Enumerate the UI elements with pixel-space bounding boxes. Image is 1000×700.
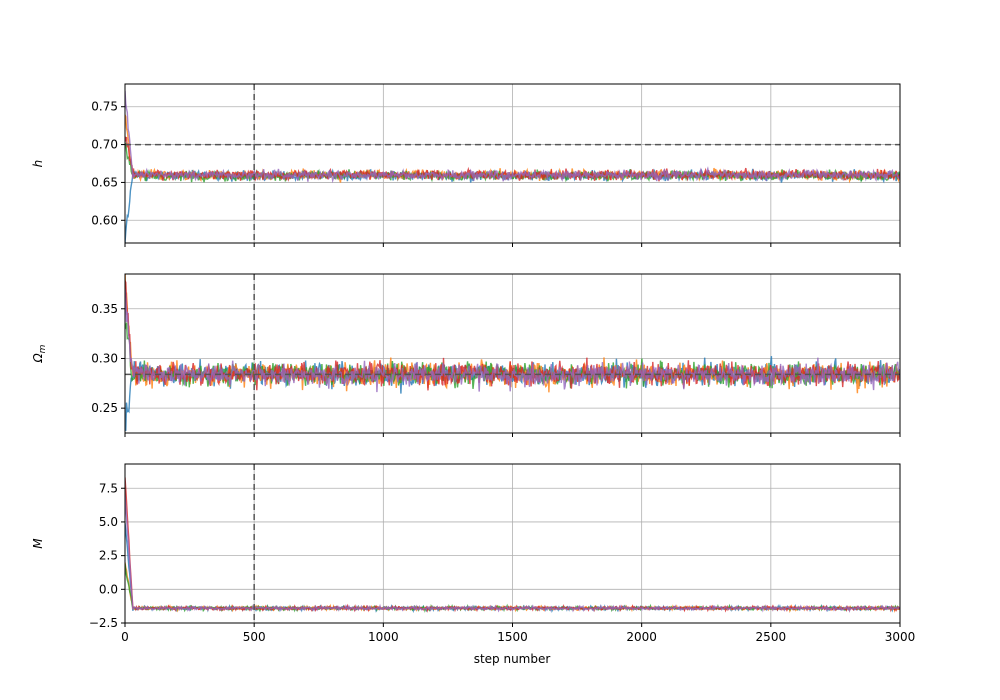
panel-2: −2.5 0.0 2.5 5.0 7.5 0 500 1000 1500 2000 2500 3000… <box>31 463 916 644</box>
x-tick-label: 1500 <box>497 630 528 644</box>
x-tick-label: 3000 <box>885 630 916 644</box>
y-axis-label: M <box>31 538 45 549</box>
x-tick-label: 2000 <box>626 630 657 644</box>
walker-trace-4 <box>125 90 900 184</box>
y-tick-label: −2.5 <box>89 616 118 630</box>
y-tick-label: 0.30 <box>91 351 118 365</box>
y-axis-label: h <box>31 160 45 168</box>
x-axis-label: step number <box>474 652 551 666</box>
panel-1: 0.25 0.30 0.35 Ωm <box>31 273 901 437</box>
y-tick-label: 2.5 <box>99 549 118 563</box>
x-tick-label: 2500 <box>756 630 787 644</box>
x-tick-label: 0 <box>121 630 129 644</box>
panel-0: 0.60 0.65 0.70 0.75 h <box>31 83 901 247</box>
y-tick-label: 0.35 <box>91 302 118 316</box>
y-tick-label: 7.5 <box>99 481 118 495</box>
y-tick-label: 0.25 <box>91 401 118 415</box>
y-axis-label: Ωm <box>31 344 48 363</box>
trace-panels: 0.60 0.65 0.70 0.75 h 0.25 0.30 0.35 Ωm −2.5 0.0 2.… <box>31 83 916 644</box>
y-tick-label: 0.0 <box>99 582 118 596</box>
y-tick-label: 0.70 <box>91 138 118 152</box>
y-tick-label: 0.75 <box>91 100 118 114</box>
y-tick-label: 0.65 <box>91 175 118 189</box>
y-tick-label: 5.0 <box>99 515 118 529</box>
x-tick-label: 500 <box>243 630 266 644</box>
x-tick-label: 1000 <box>368 630 399 644</box>
y-tick-label: 0.60 <box>91 213 118 227</box>
